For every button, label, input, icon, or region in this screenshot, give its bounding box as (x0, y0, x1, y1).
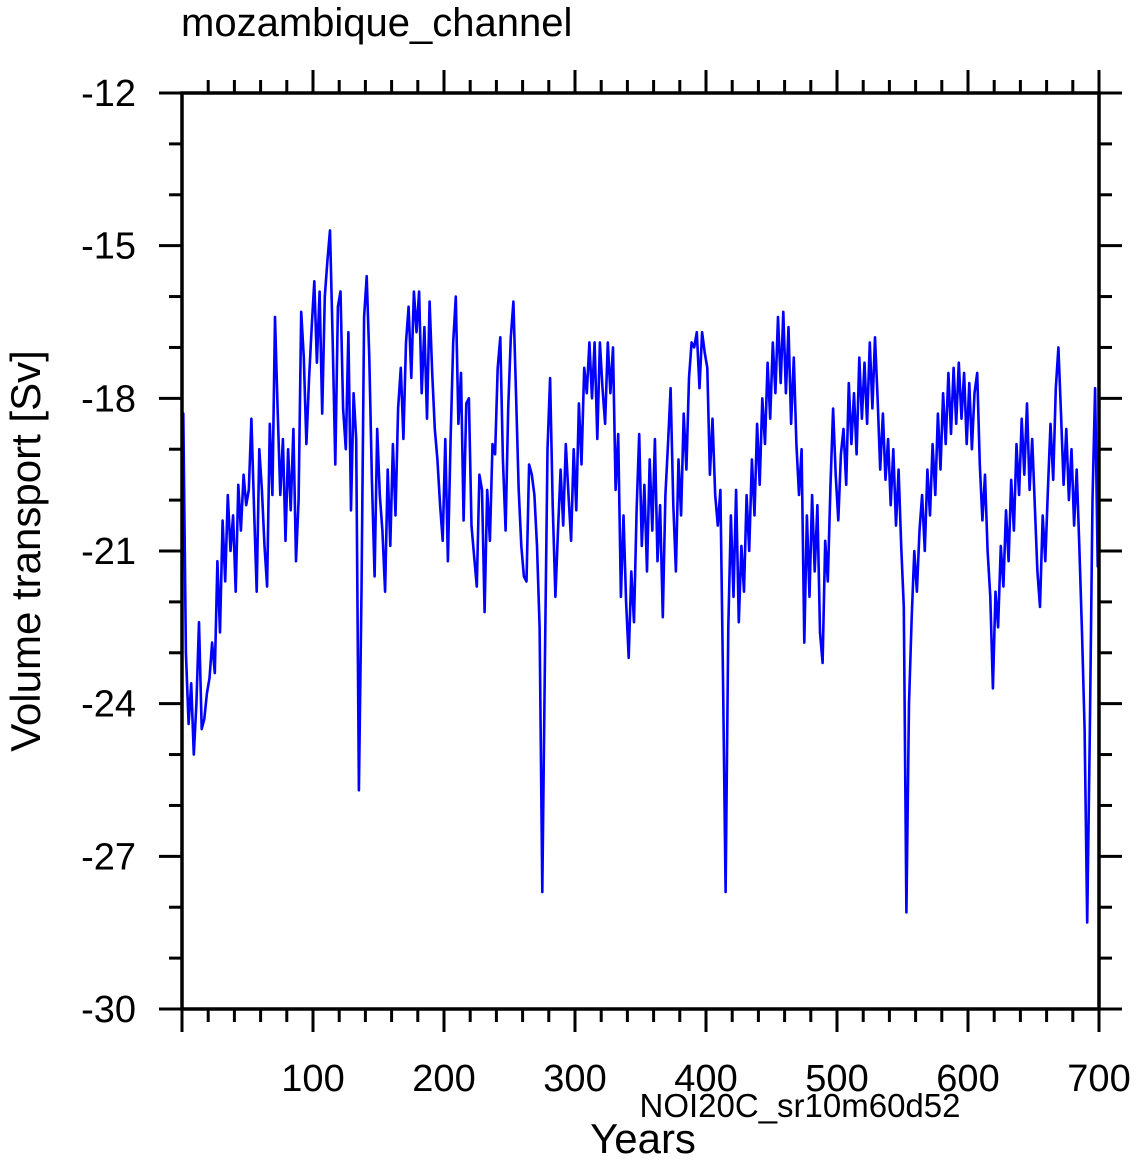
data-line-noi20c_sr10m60d52 (182, 229, 1099, 924)
y-axis-label: Volume transport [Sv] (2, 350, 49, 752)
chart-title: mozambique_channel (181, 1, 572, 45)
x-tick-label: 700 (1067, 1058, 1130, 1100)
y-tick-label: -15 (81, 226, 136, 268)
x-tick-label: 300 (543, 1058, 606, 1100)
x-tick-label: 600 (936, 1058, 999, 1100)
plot-area-frame (180, 91, 1101, 1011)
data-series-layer (182, 229, 1099, 924)
y-tick-label: -18 (81, 378, 136, 420)
x-tick-label: 400 (674, 1058, 737, 1100)
y-tick-label: -24 (81, 684, 136, 726)
x-tick-label: 100 (281, 1058, 344, 1100)
x-tick-label: 500 (805, 1058, 868, 1100)
y-tick-label: -21 (81, 531, 136, 573)
axis-tick-labels: 100 200 300 400 500 600 700 -12 -15 -18 -21 -24 -27 -… (81, 73, 1131, 1100)
x-tick-label: 200 (412, 1058, 475, 1100)
y-tick-label: -27 (81, 836, 136, 878)
y-tick-label: -12 (81, 73, 136, 115)
axis-ticks (159, 70, 1122, 1032)
y-tick-label: -30 (81, 989, 136, 1031)
run-id-annotation: NOI20C_sr10m60d52 (639, 1087, 960, 1124)
x-axis-label: Years (590, 1115, 696, 1161)
